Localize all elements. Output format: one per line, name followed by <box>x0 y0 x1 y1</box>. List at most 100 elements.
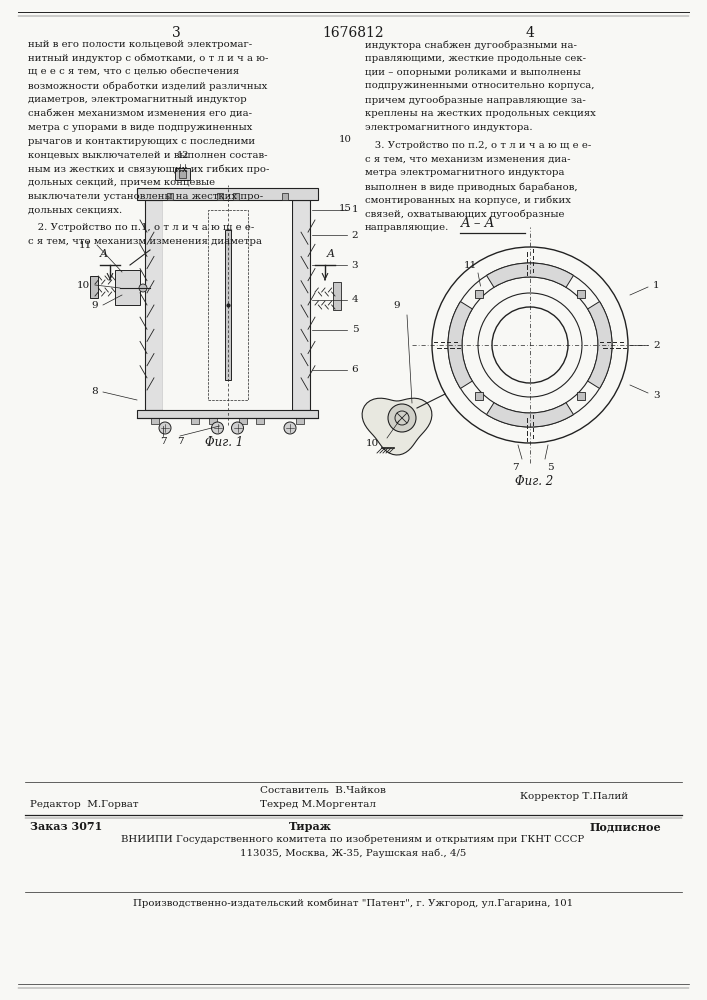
Circle shape <box>284 422 296 434</box>
Bar <box>209 418 216 424</box>
Text: 11: 11 <box>78 240 92 249</box>
Text: Тираж: Тираж <box>288 821 332 832</box>
Text: A – A: A – A <box>460 217 494 230</box>
Text: 3: 3 <box>653 390 660 399</box>
Wedge shape <box>588 302 612 388</box>
Bar <box>238 418 247 424</box>
Bar <box>179 170 186 178</box>
Wedge shape <box>486 403 573 427</box>
Bar <box>163 200 292 410</box>
Text: диаметров, электромагнитный индуктор: диаметров, электромагнитный индуктор <box>28 95 247 104</box>
Text: дольных секций, причем концевые: дольных секций, причем концевые <box>28 178 215 187</box>
Text: Редактор  М.Горват: Редактор М.Горват <box>30 800 139 809</box>
Text: 8: 8 <box>92 387 98 396</box>
Bar <box>115 270 140 305</box>
Text: рычагов и контактирующих с последними: рычагов и контактирующих с последними <box>28 137 255 146</box>
Text: 5: 5 <box>351 326 358 334</box>
Text: 15: 15 <box>339 204 352 213</box>
Bar <box>207 210 247 400</box>
Text: 4: 4 <box>351 296 358 304</box>
Text: креплены на жестких продольных секциях: креплены на жестких продольных секциях <box>365 109 596 118</box>
Bar <box>145 200 163 410</box>
Bar <box>216 193 223 200</box>
Text: 9: 9 <box>394 300 400 310</box>
Wedge shape <box>448 302 472 388</box>
Text: индуктора снабжен дугообразными на-: индуктора снабжен дугообразными на- <box>365 40 577 49</box>
Bar <box>577 392 585 400</box>
Text: 6: 6 <box>351 365 358 374</box>
Text: направляющие.: направляющие. <box>365 223 450 232</box>
Circle shape <box>139 284 147 292</box>
Bar <box>475 392 483 400</box>
Polygon shape <box>362 398 432 455</box>
Bar <box>256 418 264 424</box>
Text: нитный индуктор с обмотками, о т л и ч а ю-: нитный индуктор с обмотками, о т л и ч а… <box>28 54 269 63</box>
Text: 12: 12 <box>177 151 189 160</box>
Bar <box>191 418 199 424</box>
Text: ный в его полости кольцевой электромаг-: ный в его полости кольцевой электромаг- <box>28 40 252 49</box>
Circle shape <box>159 422 171 434</box>
Bar <box>167 193 173 200</box>
Text: ВНИИПИ Государственного комитета по изобретениям и открытиям при ГКНТ СССР: ВНИИПИ Государственного комитета по изоб… <box>122 835 585 844</box>
Text: 7: 7 <box>512 463 518 472</box>
Text: связей, охватывающих дугообразные: связей, охватывающих дугообразные <box>365 210 564 219</box>
Text: 1: 1 <box>653 280 660 290</box>
Circle shape <box>211 422 223 434</box>
Text: 10: 10 <box>76 280 90 290</box>
Text: 3: 3 <box>351 260 358 269</box>
Text: причем дугообразные направляющие за-: причем дугообразные направляющие за- <box>365 95 586 105</box>
Text: подпружиненными относительно корпуса,: подпружиненными относительно корпуса, <box>365 81 595 90</box>
Text: ции – опорными роликами и выполнены: ции – опорными роликами и выполнены <box>365 68 580 77</box>
Text: щ е е с я тем, что с целью обеспечения: щ е е с я тем, что с целью обеспечения <box>28 68 239 77</box>
Text: Корректор Т.Палий: Корректор Т.Палий <box>520 792 628 801</box>
Wedge shape <box>486 263 573 287</box>
Text: 5: 5 <box>547 463 554 472</box>
Text: с я тем, что механизм изменения диаметра: с я тем, что механизм изменения диаметра <box>28 237 262 246</box>
Text: дольных секциях.: дольных секциях. <box>28 206 122 215</box>
Text: 1676812: 1676812 <box>322 26 384 40</box>
Text: метра с упорами в виде подпружиненных: метра с упорами в виде подпружиненных <box>28 123 252 132</box>
Bar <box>137 188 318 200</box>
Text: 11: 11 <box>463 260 477 269</box>
Text: 3: 3 <box>172 26 180 40</box>
Bar <box>90 276 98 298</box>
Bar <box>151 418 159 424</box>
Bar <box>233 193 238 200</box>
Bar <box>296 418 304 424</box>
Bar <box>137 410 318 418</box>
Circle shape <box>231 422 243 434</box>
Text: 9: 9 <box>92 300 98 310</box>
Text: 7: 7 <box>177 438 183 446</box>
Text: 10: 10 <box>339 135 352 144</box>
Bar <box>175 168 190 180</box>
Text: Φиг. 1: Φиг. 1 <box>205 436 243 448</box>
Bar <box>475 290 483 298</box>
Text: A: A <box>100 249 108 259</box>
Text: 2: 2 <box>351 231 358 239</box>
Text: возможности обработки изделий различных: возможности обработки изделий различных <box>28 81 267 91</box>
Bar <box>282 193 288 200</box>
Text: выключатели установлены на жестких про-: выключатели установлены на жестких про- <box>28 192 263 201</box>
Text: A: A <box>327 249 335 259</box>
Text: Производственно-издательский комбинат "Патент", г. Ужгород, ул.Гагарина, 101: Производственно-издательский комбинат "П… <box>133 898 573 908</box>
Text: 1: 1 <box>351 206 358 215</box>
Text: 4: 4 <box>525 26 534 40</box>
Text: ным из жестких и связующих их гибких про-: ным из жестких и связующих их гибких про… <box>28 164 269 174</box>
Text: Техред М.Моргентал: Техред М.Моргентал <box>260 800 376 809</box>
Text: 113035, Москва, Ж-35, Раушская наб., 4/5: 113035, Москва, Ж-35, Раушская наб., 4/5 <box>240 849 466 858</box>
Text: 2. Устройство по п.1, о т л и ч а ю щ е е-: 2. Устройство по п.1, о т л и ч а ю щ е … <box>28 223 255 232</box>
Text: Φиг. 2: Φиг. 2 <box>515 475 554 488</box>
Bar <box>292 200 310 410</box>
Text: снабжен механизмом изменения его диа-: снабжен механизмом изменения его диа- <box>28 109 252 118</box>
Bar <box>225 230 230 380</box>
Text: выполнен в виде приводных барабанов,: выполнен в виде приводных барабанов, <box>365 182 578 192</box>
Text: метра электромагнитного индуктора: метра электромагнитного индуктора <box>365 168 564 177</box>
Text: 10: 10 <box>366 438 379 448</box>
Text: с я тем, что механизм изменения диа-: с я тем, что механизм изменения диа- <box>365 154 571 163</box>
Text: концевых выключателей и выполнен состав-: концевых выключателей и выполнен состав- <box>28 150 267 159</box>
Text: Составитель  В.Чайков: Составитель В.Чайков <box>260 786 386 795</box>
Text: 2: 2 <box>653 340 660 350</box>
Text: 3. Устройство по п.2, о т л и ч а ю щ е е-: 3. Устройство по п.2, о т л и ч а ю щ е … <box>365 141 591 150</box>
Text: правляющими, жесткие продольные сек-: правляющими, жесткие продольные сек- <box>365 54 586 63</box>
Text: Заказ 3071: Заказ 3071 <box>30 821 103 832</box>
